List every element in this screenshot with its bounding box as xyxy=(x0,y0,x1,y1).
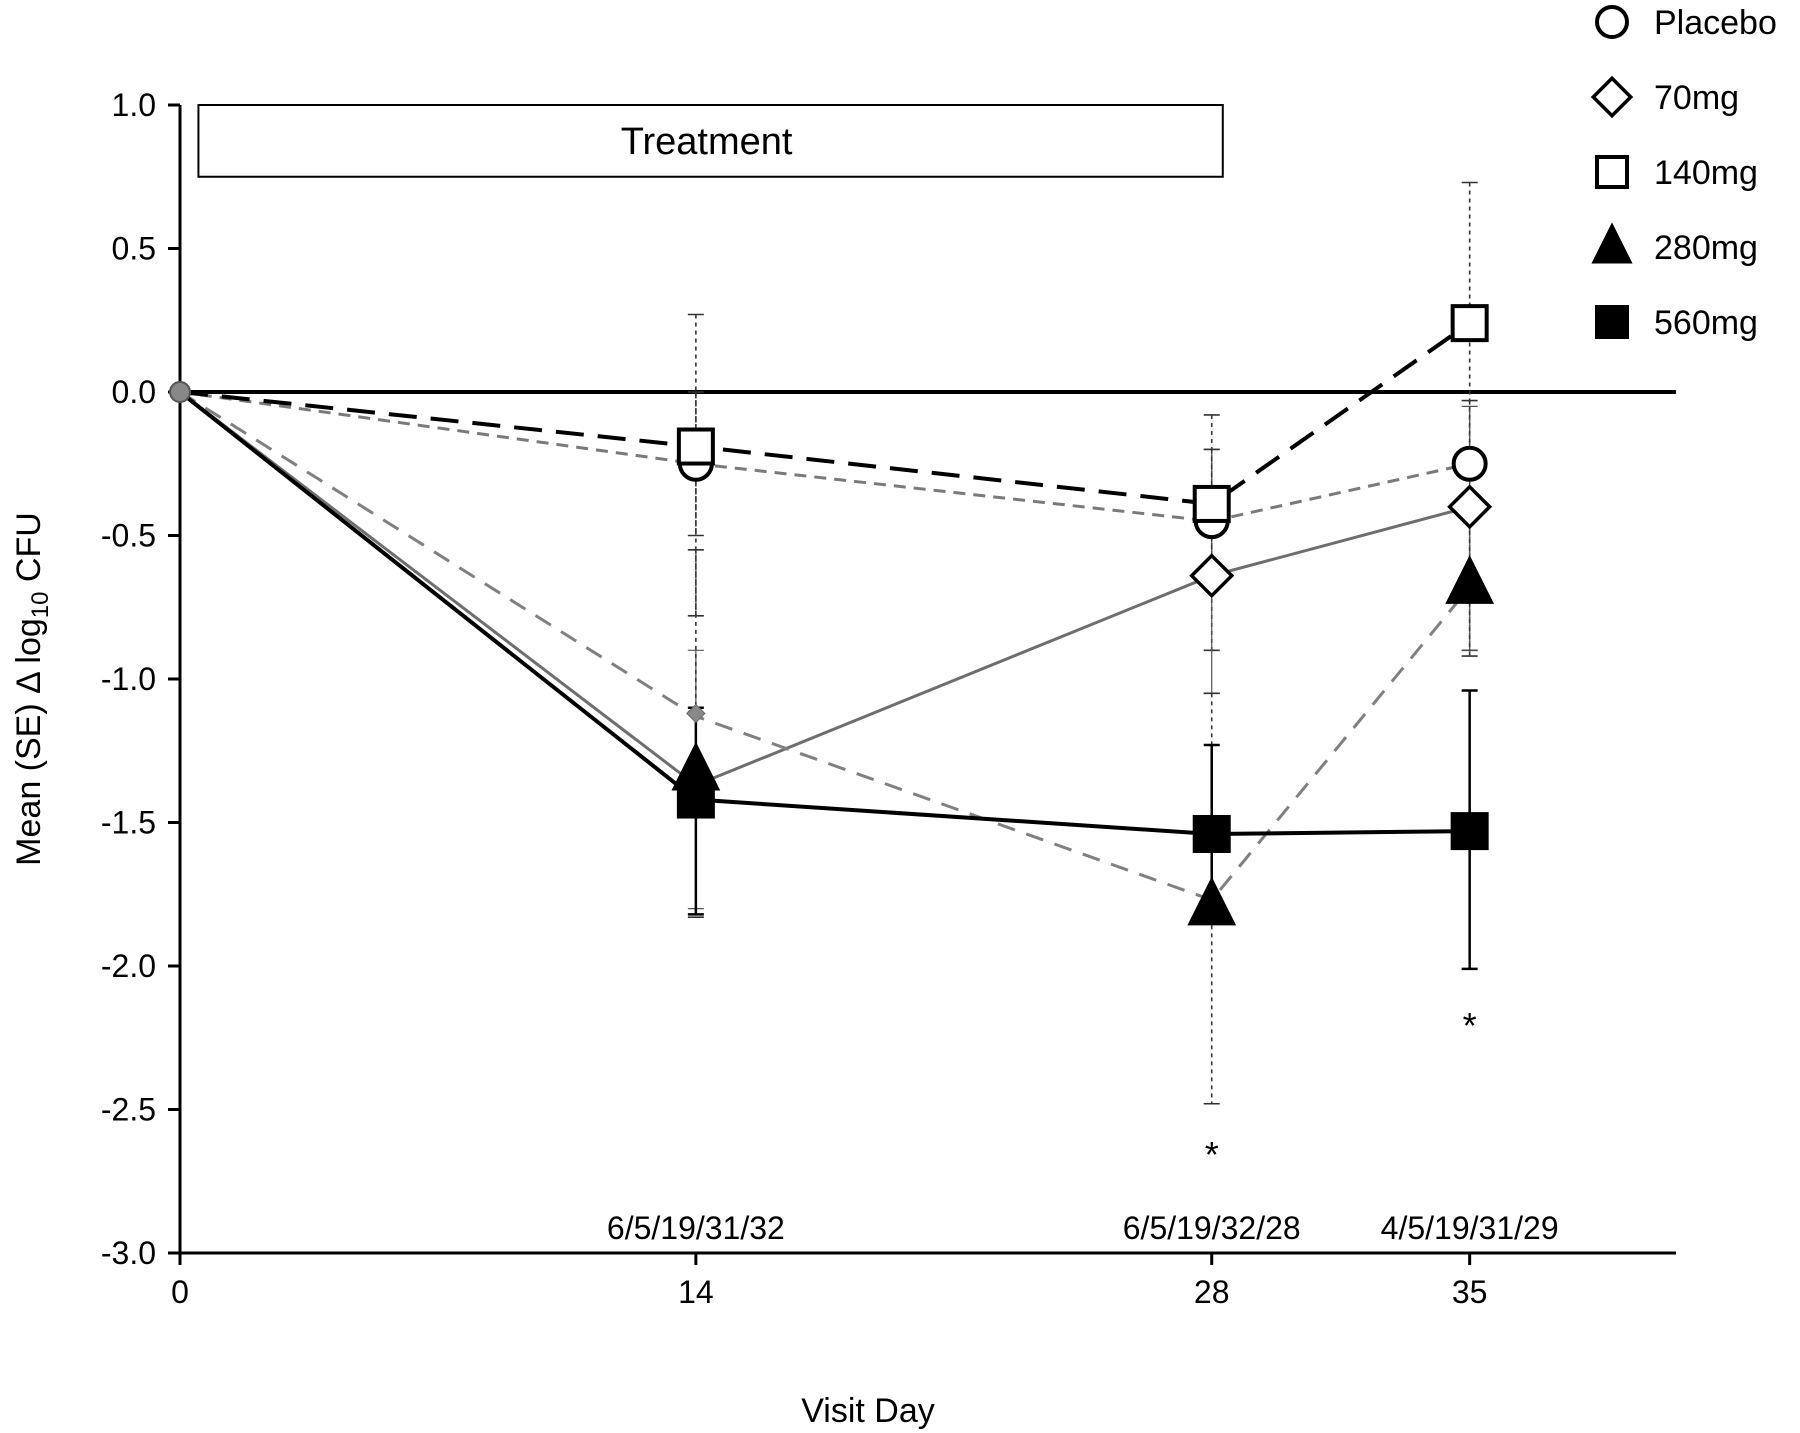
x-tick-label: 14 xyxy=(678,1274,714,1310)
legend-marker-560mg xyxy=(1595,305,1629,339)
treatment-band-label: Treatment xyxy=(621,121,793,163)
error-bars xyxy=(687,181,1478,1105)
series-line-560mg xyxy=(178,390,1470,836)
legend-label-560mg: 560mg xyxy=(1654,304,1758,342)
y-axis-title: Mean (SE) Δ log10 CFU xyxy=(10,512,54,866)
y-tick-label: -2.0 xyxy=(101,948,156,984)
legend: Placebo 70mg 140mg 280mg 560mg xyxy=(1590,4,1777,342)
series-line-placebo xyxy=(179,390,1470,523)
y-tick-label: 1.0 xyxy=(112,87,156,123)
legend-label-280mg: 280mg xyxy=(1654,229,1758,267)
axis-labels: 1.0 0.5 0.0 -0.5 -1.0 -1.5 -2.0 -2.5 -3.0 0 14 28 35… xyxy=(10,87,1559,1430)
legend-marker-70mg xyxy=(1590,75,1634,119)
legend-label-placebo: Placebo xyxy=(1654,4,1777,42)
series-markers xyxy=(169,304,1495,926)
y-tick-label: -1.0 xyxy=(101,661,156,697)
sample-size-label: 6/5/19/32/28 xyxy=(1123,1210,1301,1246)
sample-size-label: 6/5/19/31/32 xyxy=(607,1210,785,1246)
legend-marker-placebo xyxy=(1595,5,1629,39)
placebo-marker xyxy=(1451,445,1488,482)
dose-70mg-marker xyxy=(1189,553,1235,599)
treatment-band: Treatment xyxy=(197,104,1224,178)
y-tick-label: -2.5 xyxy=(101,1092,156,1128)
x-tick-label: 0 xyxy=(171,1274,189,1310)
legend-label-70mg: 70mg xyxy=(1654,79,1739,117)
x-tick-label: 28 xyxy=(1194,1274,1230,1310)
dose-70mg-marker-small xyxy=(686,703,706,724)
series-line-70mg xyxy=(179,390,1471,787)
significance-star: * xyxy=(1463,1005,1477,1046)
dose-560mg-marker xyxy=(1192,814,1231,853)
axes xyxy=(168,103,1676,1265)
legend-marker-280mg xyxy=(1591,222,1633,264)
y-tick-label: 0.5 xyxy=(112,231,156,267)
x-tick-label: 35 xyxy=(1452,1274,1488,1310)
dose-280mg-marker xyxy=(1187,876,1237,926)
origin-point xyxy=(169,381,191,403)
legend-label-140mg: 140mg xyxy=(1654,154,1758,192)
x-axis-title: Visit Day xyxy=(801,1392,935,1430)
dose-560mg-marker xyxy=(676,780,715,819)
series-lines xyxy=(178,321,1471,902)
legend-marker-140mg xyxy=(1595,155,1629,189)
y-tick-label: -0.5 xyxy=(101,518,156,554)
sample-size-label: 4/5/19/31/29 xyxy=(1381,1210,1559,1246)
treatment-band-rect xyxy=(197,104,1224,178)
dose-560mg-marker xyxy=(1450,812,1489,851)
y-tick-label: 0.0 xyxy=(112,374,156,410)
dose-280mg-marker xyxy=(1445,555,1495,604)
y-tick-label: -1.5 xyxy=(101,805,156,841)
dose-140mg-marker xyxy=(676,427,715,466)
dose-70mg-marker xyxy=(1447,484,1493,530)
dose-140mg-marker xyxy=(1450,304,1489,343)
series-line-280mg xyxy=(179,390,1471,902)
series-line-140mg xyxy=(179,321,1471,507)
y-tick-label: -3.0 xyxy=(101,1235,156,1271)
significance-star: * xyxy=(1205,1134,1219,1175)
dose-140mg-marker xyxy=(1192,484,1231,523)
